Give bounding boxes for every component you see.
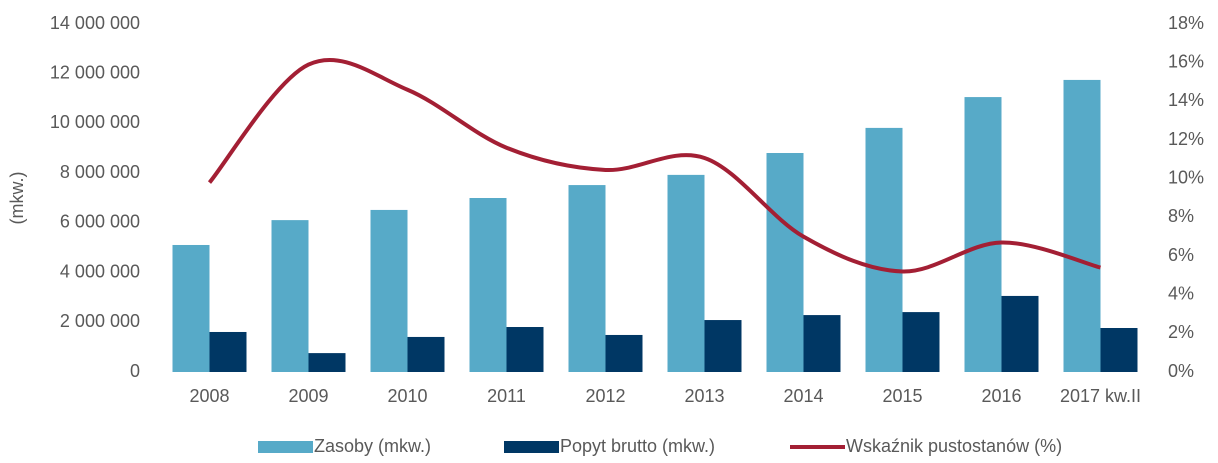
legend-label: Popyt brutto (mkw.) <box>560 436 715 456</box>
bar <box>271 220 309 372</box>
bar <box>407 336 445 372</box>
y2-tick-label: 12% <box>1168 129 1204 149</box>
x-tick-label: 2015 <box>882 386 922 406</box>
y2-tick-label: 8% <box>1168 206 1194 226</box>
bar <box>865 127 903 372</box>
y2-tick-label: 16% <box>1168 51 1204 71</box>
bar <box>803 315 841 372</box>
bar <box>704 320 742 372</box>
bar <box>1001 295 1039 372</box>
y-tick-label: 14 000 000 <box>50 13 140 33</box>
y-tick-label: 12 000 000 <box>50 62 140 82</box>
x-tick-label: 2011 <box>487 386 526 406</box>
x-tick-label: 2014 <box>783 386 823 406</box>
x-tick-label: 2009 <box>288 386 328 406</box>
x-tick-label: 2016 <box>981 386 1021 406</box>
bar <box>209 331 247 372</box>
bar <box>964 97 1002 372</box>
bar <box>902 312 940 372</box>
bar <box>1063 79 1101 372</box>
legend-label: Zasoby (mkw.) <box>314 436 431 456</box>
line <box>207 58 1102 274</box>
legend-label: Wskaźnik pustostanów (%) <box>846 436 1062 456</box>
x-tick-label: 2013 <box>684 386 724 406</box>
x-tick-label: 2008 <box>189 386 229 406</box>
bar <box>1100 328 1138 372</box>
y2-tick-label: 14% <box>1168 90 1204 110</box>
y2-tick-label: 0% <box>1168 361 1194 381</box>
bar <box>766 153 804 372</box>
legend-swatch <box>504 441 559 453</box>
x-tick-label: 2012 <box>585 386 625 406</box>
y-tick-label: 6 000 000 <box>60 212 140 232</box>
y2-tick-label: 6% <box>1168 245 1194 265</box>
y2-tick-label: 18% <box>1168 13 1204 33</box>
bar <box>172 244 210 372</box>
bar <box>370 209 408 372</box>
y-tick-label: 8 000 000 <box>60 162 140 182</box>
y-axis-label: (mkw.) <box>7 172 27 225</box>
y2-tick-label: 10% <box>1168 167 1204 187</box>
y-tick-label: 2 000 000 <box>60 311 140 331</box>
x-tick-label: 2010 <box>387 386 427 406</box>
x-tick-label: 2017 kw.II <box>1060 386 1141 406</box>
y2-tick-label: 4% <box>1168 283 1194 303</box>
bar <box>667 174 705 372</box>
legend-swatch <box>258 441 313 453</box>
y-tick-label: 10 000 000 <box>50 112 140 132</box>
bar <box>568 185 606 372</box>
y-tick-label: 4 000 000 <box>60 261 140 281</box>
bar <box>605 334 643 372</box>
bar <box>469 198 507 372</box>
bar <box>506 327 544 372</box>
y2-tick-label: 2% <box>1168 322 1194 342</box>
bar <box>308 353 346 372</box>
y-tick-label: 0 <box>130 361 140 381</box>
